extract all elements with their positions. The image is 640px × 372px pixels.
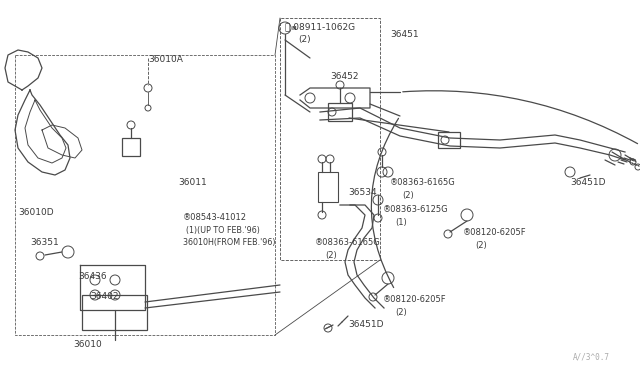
Text: (1): (1) (395, 218, 407, 227)
Text: 36452: 36452 (330, 72, 358, 81)
Text: (2): (2) (475, 241, 487, 250)
Text: (2): (2) (325, 251, 337, 260)
Text: 36351: 36351 (30, 238, 59, 247)
Text: 36451: 36451 (390, 30, 419, 39)
Text: (2): (2) (402, 191, 413, 200)
Text: A//3^0.7: A//3^0.7 (573, 353, 610, 362)
Text: 36451D: 36451D (570, 178, 605, 187)
Text: ®08543-41012: ®08543-41012 (183, 213, 247, 222)
Text: N: N (291, 26, 296, 31)
Text: Ⓝ 08911-1062G: Ⓝ 08911-1062G (285, 22, 355, 31)
Text: 36451D: 36451D (348, 320, 383, 329)
Bar (318, 172, 338, 202)
Text: ®08120-6205F: ®08120-6205F (463, 228, 527, 237)
Text: ®08363-6125G: ®08363-6125G (383, 205, 449, 214)
Bar (438, 132, 460, 148)
Text: 36436: 36436 (78, 272, 107, 281)
Text: 36534: 36534 (348, 188, 376, 197)
Text: 36010A: 36010A (148, 55, 183, 64)
Text: ®08363-6165G: ®08363-6165G (390, 178, 456, 187)
Text: ®08363-6165G: ®08363-6165G (315, 238, 381, 247)
Text: (2): (2) (298, 35, 310, 44)
Text: 36010H(FROM FEB.'96): 36010H(FROM FEB.'96) (183, 238, 275, 247)
Bar (328, 103, 352, 121)
Bar (82, 295, 147, 330)
Text: 36402: 36402 (90, 292, 118, 301)
Text: (2): (2) (395, 308, 407, 317)
Text: 36010: 36010 (74, 340, 102, 349)
Text: 36011: 36011 (178, 178, 207, 187)
Text: (1)(UP TO FEB.'96): (1)(UP TO FEB.'96) (186, 226, 260, 235)
Text: 36010D: 36010D (18, 208, 54, 217)
Text: ®08120-6205F: ®08120-6205F (383, 295, 447, 304)
Bar (122, 138, 140, 156)
